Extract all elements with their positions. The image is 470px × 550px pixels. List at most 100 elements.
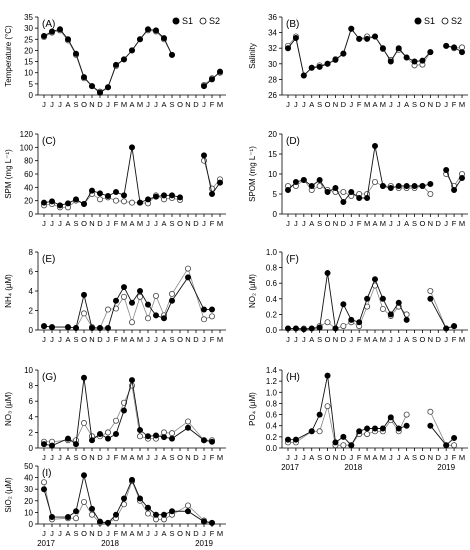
- data-point-s1: [113, 297, 120, 304]
- month-label: J: [349, 453, 353, 462]
- series-line-s2: [288, 404, 408, 446]
- panel-tag: (F): [286, 254, 299, 265]
- data-point-s1: [200, 152, 207, 159]
- month-label: D: [341, 100, 347, 109]
- data-point-s2: [144, 315, 151, 322]
- month-label: F: [357, 453, 362, 462]
- data-point-s1: [41, 199, 48, 206]
- data-point-s1: [136, 199, 143, 206]
- data-point-s1: [427, 180, 434, 187]
- panel-tag: (I): [42, 468, 51, 479]
- data-point-s1: [451, 434, 458, 441]
- month-label: O: [81, 335, 87, 344]
- y-axis-title: NO₃ (µM): [4, 392, 13, 426]
- data-point-s2: [379, 305, 386, 312]
- month-label: N: [89, 529, 94, 538]
- month-label: J: [294, 453, 298, 462]
- data-point-s1: [292, 178, 299, 185]
- y-tick-label: 20: [24, 197, 33, 206]
- data-point-s2: [168, 290, 175, 297]
- month-label: F: [210, 529, 215, 538]
- legend-marker-s2: [441, 17, 449, 25]
- data-point-s1: [332, 56, 339, 63]
- month-label: J: [444, 219, 448, 228]
- month-label: A: [65, 453, 70, 462]
- data-point-s2: [340, 188, 347, 195]
- y-tick-label: 0.4: [266, 422, 278, 431]
- y-tick-label: 0.8: [266, 264, 278, 273]
- data-point-s2: [81, 310, 88, 317]
- data-point-s1: [292, 35, 299, 42]
- month-label: M: [380, 219, 386, 228]
- data-point-s2: [340, 442, 347, 449]
- y-tick-label: 120: [20, 130, 34, 139]
- y-axis-title: Temperature (°C): [4, 25, 13, 87]
- data-point-s1: [443, 442, 450, 449]
- month-label: N: [333, 100, 338, 109]
- month-label: S: [169, 529, 174, 538]
- data-point-s1: [395, 45, 402, 52]
- data-point-s1: [97, 430, 104, 437]
- data-point-s2: [340, 323, 347, 330]
- data-point-s1: [41, 486, 48, 493]
- month-label: F: [114, 219, 119, 228]
- data-point-s1: [316, 63, 323, 70]
- y-tick-label: 5: [29, 80, 34, 89]
- month-label: M: [121, 529, 127, 538]
- month-label: J: [286, 453, 290, 462]
- data-point-s1: [356, 194, 363, 201]
- data-point-s1: [121, 495, 128, 502]
- data-point-s1: [184, 508, 191, 515]
- month-label: S: [412, 100, 417, 109]
- month-label: J: [58, 219, 62, 228]
- data-point-s1: [292, 325, 299, 332]
- data-point-s1: [443, 42, 450, 49]
- data-point-s1: [49, 28, 56, 35]
- month-label: J: [294, 219, 298, 228]
- month-label: D: [97, 529, 103, 538]
- data-point-s1: [152, 27, 159, 34]
- data-point-s1: [403, 422, 410, 429]
- month-label: F: [114, 453, 119, 462]
- month-label: J: [202, 100, 206, 109]
- month-label: O: [177, 219, 183, 228]
- data-point-s1: [89, 83, 96, 90]
- data-point-s2: [152, 292, 159, 299]
- data-point-s1: [41, 441, 48, 448]
- month-label: O: [81, 100, 87, 109]
- month-label: A: [65, 100, 70, 109]
- month-label: A: [309, 100, 314, 109]
- data-point-s1: [427, 49, 434, 56]
- y-tick-label: 4: [29, 413, 34, 422]
- month-label: A: [129, 219, 134, 228]
- month-label: M: [364, 335, 370, 344]
- data-point-s1: [364, 194, 371, 201]
- data-point-s2: [184, 418, 191, 425]
- month-label: O: [325, 453, 331, 462]
- data-point-s1: [300, 176, 307, 183]
- month-label: J: [202, 453, 206, 462]
- y-tick-label: 2: [29, 307, 34, 316]
- data-point-s1: [451, 323, 458, 330]
- data-point-s2: [208, 313, 215, 320]
- month-label: J: [286, 335, 290, 344]
- month-label: O: [420, 453, 426, 462]
- legend-marker-s1: [414, 17, 422, 25]
- month-label: D: [341, 335, 347, 344]
- month-label: J: [42, 335, 46, 344]
- data-point-s1: [73, 508, 80, 515]
- month-label: M: [459, 453, 465, 462]
- data-point-s1: [168, 51, 175, 58]
- year-label: 2018: [101, 539, 119, 548]
- month-label: A: [404, 219, 409, 228]
- series-line-s2: [43, 29, 173, 93]
- month-label: O: [81, 529, 87, 538]
- data-point-s1: [308, 428, 315, 435]
- data-point-s1: [73, 50, 80, 57]
- data-point-s1: [152, 511, 159, 518]
- data-point-s1: [65, 36, 72, 43]
- data-point-s1: [348, 442, 355, 449]
